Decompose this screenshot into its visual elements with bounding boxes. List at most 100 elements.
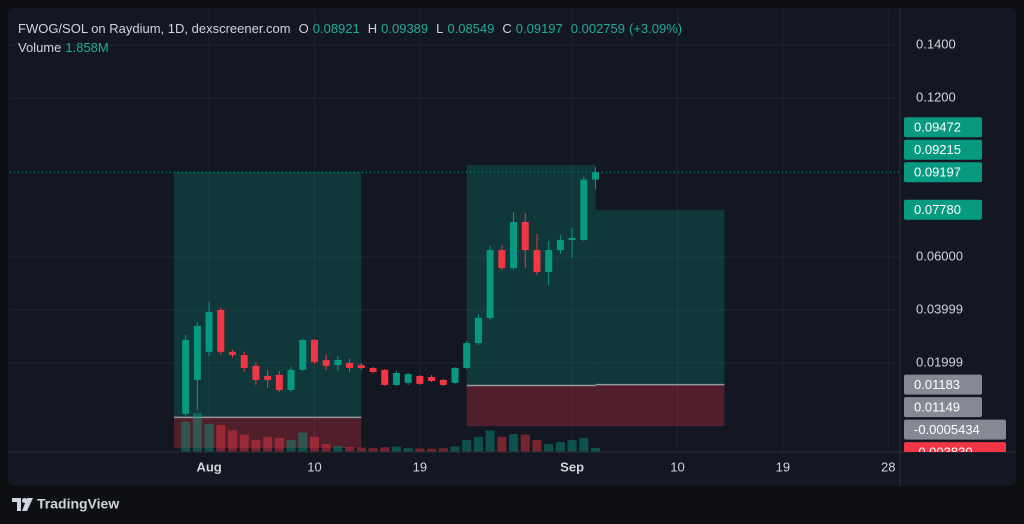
price-label: -0.003830 bbox=[914, 445, 973, 460]
legend-volume-key: Volume bbox=[18, 40, 62, 55]
candle-body bbox=[580, 179, 588, 241]
price-label-bg bbox=[904, 162, 982, 183]
y-tick-label: 0.06000 bbox=[916, 248, 963, 263]
y-tick-label: 0.1400 bbox=[916, 36, 956, 51]
candle-body bbox=[182, 339, 190, 414]
candle-body bbox=[275, 374, 283, 390]
candle-body bbox=[240, 355, 248, 368]
candle-body bbox=[287, 369, 295, 390]
price-label-bg bbox=[904, 199, 982, 220]
stop-zone bbox=[173, 417, 362, 449]
candle-body bbox=[357, 365, 365, 368]
volume-bar bbox=[520, 434, 530, 452]
legend-low: 0.08549 bbox=[447, 21, 495, 36]
y-tick-label: 0.1200 bbox=[916, 89, 956, 104]
x-tick-label: Aug bbox=[196, 459, 221, 474]
position-tools bbox=[10, 164, 900, 449]
volume-bar bbox=[298, 432, 308, 452]
volume-bar bbox=[356, 447, 366, 452]
x-tick-label: 28 bbox=[881, 459, 895, 474]
legend: FWOG/SOL on Raydium, 1D, dexscreener.com… bbox=[18, 19, 682, 57]
stop-zone bbox=[466, 385, 596, 427]
price-label: -0.0005434 bbox=[914, 422, 980, 437]
legend-open-key: O bbox=[298, 21, 309, 36]
volume-bar bbox=[204, 423, 214, 452]
price-label-bg bbox=[904, 442, 1006, 452]
candle-body bbox=[369, 367, 377, 372]
volume-bar bbox=[274, 437, 284, 452]
volume-bar bbox=[473, 436, 483, 452]
x-tick-label: Sep bbox=[560, 459, 584, 474]
volume-bar bbox=[591, 447, 601, 452]
legend-change-pct: (+3.09%) bbox=[629, 21, 683, 36]
candle-body bbox=[252, 365, 260, 380]
volume-bar bbox=[251, 440, 261, 452]
volume-bar bbox=[333, 445, 343, 452]
candle-body bbox=[486, 250, 494, 318]
price-label: 0.09215 bbox=[914, 142, 961, 157]
y-tick-label: 0.01999 bbox=[916, 354, 963, 369]
candle-body bbox=[322, 360, 330, 366]
candle-body bbox=[428, 377, 436, 381]
candle-body bbox=[556, 240, 564, 251]
price-label: 0.01149 bbox=[914, 400, 960, 415]
volume-bar bbox=[450, 446, 460, 452]
volume-bar bbox=[228, 430, 237, 452]
volume-bar bbox=[309, 436, 319, 452]
legend-low-key: L bbox=[436, 21, 444, 36]
volume-bar bbox=[415, 448, 425, 452]
candle-body bbox=[217, 309, 225, 352]
x-tick-label: 10 bbox=[670, 459, 684, 474]
volume-bar bbox=[544, 444, 554, 452]
volume-bar bbox=[286, 440, 296, 452]
candle-body bbox=[392, 373, 400, 385]
volume-bars bbox=[181, 413, 601, 452]
candle-body bbox=[229, 351, 236, 356]
price-label-bg bbox=[904, 419, 1006, 440]
volume-bar bbox=[462, 440, 472, 452]
candle-body bbox=[451, 367, 459, 383]
candle-body bbox=[498, 250, 506, 269]
candle-body bbox=[568, 237, 576, 241]
volume-bar bbox=[509, 434, 519, 452]
x-tick-label: 10 bbox=[307, 459, 321, 474]
volume-bar bbox=[192, 413, 202, 452]
volume-bar bbox=[497, 436, 507, 452]
candle-body bbox=[334, 360, 342, 366]
volume-bar bbox=[567, 440, 577, 452]
volume-bar bbox=[532, 440, 542, 452]
legend-volume: 1.858M bbox=[65, 40, 109, 55]
time-axis: Aug 10 19 Sep 10 19 28 bbox=[196, 459, 895, 474]
volume-bar bbox=[555, 442, 565, 452]
price-axis: 0.1400 0.1200 0.06000 0.03999 0.01999 bbox=[916, 36, 963, 369]
candle-body bbox=[310, 339, 318, 362]
stop-zone bbox=[595, 384, 725, 427]
volume-bar bbox=[380, 447, 390, 452]
volume-bar bbox=[181, 421, 191, 452]
candle-body bbox=[416, 375, 424, 384]
brand-logo bbox=[12, 498, 33, 511]
candle-body bbox=[474, 317, 482, 344]
x-tick-label: 19 bbox=[776, 459, 790, 474]
legend-change: 0.002759 bbox=[570, 21, 625, 36]
candles bbox=[182, 167, 600, 416]
volume-bar bbox=[391, 446, 401, 452]
price-label-bg bbox=[904, 397, 982, 418]
candle-body bbox=[404, 374, 412, 383]
candle-body bbox=[299, 339, 307, 370]
price-label: 0.01183 bbox=[914, 377, 960, 392]
candle-body bbox=[521, 221, 529, 251]
legend-close-key: C bbox=[502, 21, 512, 36]
volume-bar bbox=[427, 448, 437, 452]
candle-body bbox=[533, 250, 541, 273]
brand-name: TradingView bbox=[37, 496, 119, 512]
volume-bar bbox=[321, 444, 331, 452]
volume-bar bbox=[579, 437, 589, 452]
volume-bar bbox=[485, 430, 495, 452]
volume-bar bbox=[345, 447, 355, 452]
price-label: 0.09197 bbox=[914, 165, 961, 180]
price-label-bg bbox=[904, 374, 982, 395]
candle-body bbox=[592, 172, 600, 180]
profit-zone bbox=[595, 209, 725, 385]
